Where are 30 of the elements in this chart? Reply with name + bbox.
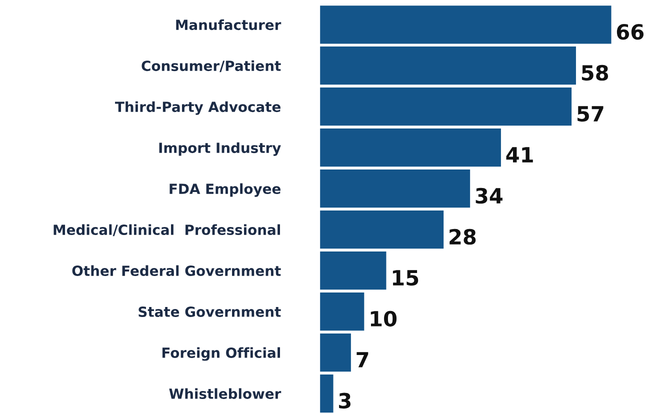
bar [320,6,612,44]
data-label: 34 [476,188,502,204]
bar [320,374,334,413]
bar [320,292,364,331]
y-tick-label: Consumer/Patient [142,60,281,72]
data-label: 3 [339,392,350,409]
y-tick-label: Other Federal Government [72,265,281,276]
y-tick-label: Import Industry [159,142,281,156]
bar [320,210,444,249]
bar [320,88,572,126]
y-tick-label: Foreign Official [162,347,280,361]
data-label: 41 [506,147,533,162]
bar [320,251,386,290]
bar [320,170,470,208]
data-label: 10 [370,310,397,327]
y-tick-label: State Government [138,306,281,318]
y-tick-label: FDA Employee [170,183,280,197]
data-label: 57 [578,106,604,122]
data-label: 58 [582,64,608,81]
y-tick-label: Manufacturer [176,19,282,30]
data-label: 7 [356,352,368,368]
bar [320,333,351,372]
y-tick-label: Whistleblower [169,388,282,399]
data-label: 15 [392,270,418,286]
y-tick-label: Medical/Clinical Professional [54,224,280,236]
data-label: 66 [616,24,644,40]
y-tick-label: Third-Party Advocate [115,101,280,115]
bar [320,46,576,85]
bar [320,128,501,167]
data-label: 28 [450,228,476,245]
